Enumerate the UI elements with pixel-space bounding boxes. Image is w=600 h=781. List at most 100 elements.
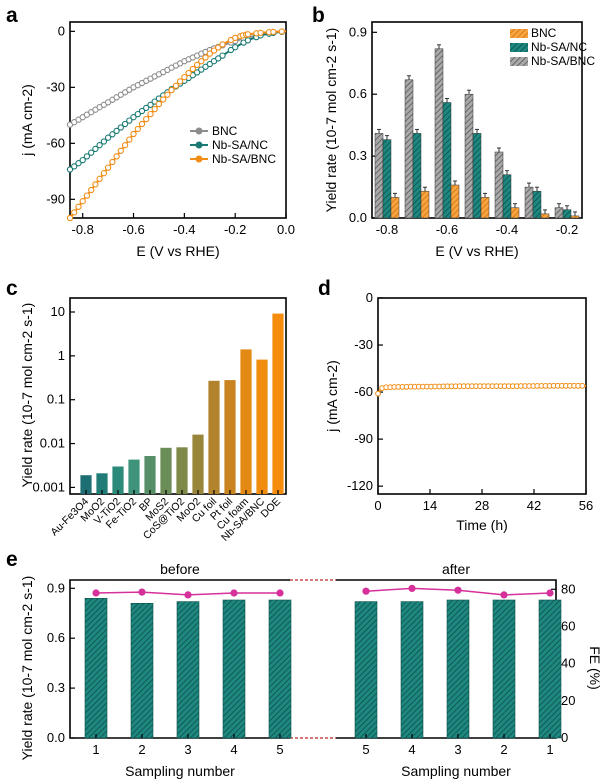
panel-e-fe-marker — [454, 586, 462, 594]
panel-a-series-marker — [206, 50, 213, 57]
panel-e-xlabel-before: Sampling number — [125, 763, 235, 779]
panel-b-bar — [404, 79, 414, 219]
panel-b-legend-swatch — [510, 43, 528, 52]
panel-a-series-marker — [147, 101, 154, 108]
panel-e-fe-marker — [408, 584, 416, 593]
panel-c-bar — [96, 473, 108, 494]
panel-b-bar — [494, 151, 504, 219]
panel-label-c: c — [6, 277, 18, 300]
panel-c-bar — [224, 380, 236, 494]
panel-b-bar — [540, 213, 550, 219]
panel-a-series-marker — [88, 186, 95, 194]
panel-a-series-marker — [113, 127, 120, 135]
panel-b-bar — [502, 174, 512, 219]
panel-a-series-marker — [96, 142, 103, 149]
panel-e-yield-bar — [354, 601, 378, 739]
panel-d-ylabel: j (mA cm-2) — [324, 360, 340, 433]
panel-e-y2tick-label: 80 — [561, 581, 575, 596]
panel-a-series-marker — [113, 153, 120, 160]
panel-a-lsv-chart: -0.8 -0.6 -0.4 -0.2 0.0 0 -30 -60 -90 BNCNb-SA/N… — [19, 21, 295, 259]
panel-label-e: e — [6, 548, 18, 571]
panel-c-ytick-label: 0.1 — [47, 392, 65, 407]
panel-a-series-marker — [219, 41, 226, 48]
panel-b-legend-entry: BNC — [531, 26, 557, 40]
panel-b-bar — [434, 48, 444, 219]
panel-a-series-marker — [270, 28, 277, 36]
panel-a-series-marker — [79, 198, 86, 205]
panel-d-xtick-label: 0 — [374, 498, 381, 513]
panel-c-bar — [240, 349, 252, 494]
panel-e-yield-bar — [446, 599, 470, 739]
panel-b-ytick-label: 0.9 — [349, 24, 367, 39]
panel-e-y2tick-label: 20 — [561, 693, 575, 708]
panel-a-series-marker — [66, 166, 74, 173]
panel-a-series-marker — [100, 138, 108, 145]
panel-a-series-marker — [257, 29, 264, 36]
panel-a-series-marker — [185, 69, 192, 77]
panel-d-xtick-label: 56 — [579, 498, 593, 513]
panel-a-ytick-label: -60 — [46, 135, 65, 150]
panel-e-fe-marker — [276, 589, 284, 597]
panel-b-bar — [554, 207, 564, 219]
panel-e-fe-marker — [362, 587, 370, 595]
panel-c-ytick-label: 1 — [58, 348, 65, 363]
panel-a-frame — [69, 21, 287, 219]
panel-c-ytick-label: 10 — [51, 304, 65, 319]
panel-a-series-marker — [71, 163, 78, 170]
panel-a-series-marker — [202, 54, 209, 61]
panel-e-xtick-label: 1 — [92, 742, 99, 757]
panel-a-legend-marker — [195, 127, 203, 135]
panel-c-ylabel: Yield rate (10-7 mol cm-2 s-1) — [19, 303, 35, 488]
panel-a-series-marker — [138, 107, 146, 115]
panel-c-ytick-label: 0.01 — [40, 436, 65, 451]
panel-a-series-line — [69, 30, 287, 219]
panel-a-series-marker — [83, 153, 91, 160]
panel-a-xtick-label: 0.0 — [277, 222, 295, 237]
panel-b-ytick-label: 0.6 — [349, 86, 367, 101]
panel-a-ytick-label: -30 — [46, 79, 65, 94]
panel-b-bar — [510, 207, 520, 219]
panel-a-series-marker — [109, 131, 116, 138]
panel-a-series-marker — [155, 100, 163, 108]
panel-a-series-marker — [210, 58, 218, 65]
panel-e-xtick-label: 3 — [184, 742, 191, 757]
panel-a-legend-marker — [195, 155, 203, 163]
panel-a-series-marker — [219, 52, 226, 59]
panel-e-y2tick-label: 0 — [561, 730, 568, 745]
panel-d-xlabel: Time (h) — [456, 517, 508, 533]
panel-a-series-marker — [88, 149, 95, 156]
panel-a-series-marker — [210, 47, 218, 54]
panel-a-series-marker — [126, 117, 133, 124]
panel-d-ytick-label: 0 — [366, 290, 373, 305]
panel-d-ytick-label: -120 — [347, 478, 373, 493]
panel-c-bar — [160, 447, 172, 494]
panel-a-series-marker — [215, 44, 222, 51]
panel-e-group-before-label: before — [160, 561, 200, 577]
panel-b-xtick-label: -0.6 — [436, 222, 458, 237]
panel-a-legend-entry: Nb-SA/NC — [212, 138, 268, 152]
panel-a-legend-marker — [195, 141, 203, 149]
panel-e-xtick-label: 4 — [408, 742, 415, 757]
panel-e-xtick-label: 1 — [546, 742, 553, 757]
panel-a-series-marker — [198, 66, 205, 73]
panel-c-ytick-label: 0.001 — [32, 479, 65, 494]
panel-label-a: a — [6, 4, 18, 27]
panel-a-series-marker — [198, 58, 205, 65]
panel-b-yield-bar-chart: -0.8 -0.6 -0.4 -0.2 0.0 0.3 0.6 0.9 BNCNb-SA/NC… — [323, 21, 595, 259]
panel-c-bar — [176, 447, 188, 494]
panel-b-bar — [382, 139, 392, 219]
panel-b-legend-swatch — [510, 29, 528, 38]
panel-a-series-marker — [143, 104, 150, 112]
panel-a-series-marker — [130, 130, 137, 138]
panel-a-series-marker — [244, 37, 252, 44]
panel-e-yield-bar — [400, 601, 424, 739]
panel-e-fe-marker — [138, 588, 146, 596]
panel-e-ytick-label: 0.0 — [47, 730, 65, 745]
panel-c-bar — [272, 313, 284, 494]
panel-e-yield-bar — [492, 599, 516, 739]
panel-e-fe-marker — [230, 589, 238, 597]
panel-e-fe-marker — [92, 589, 100, 597]
panel-a-series-marker — [117, 147, 124, 154]
panel-b-xtick-label: -0.8 — [376, 222, 398, 237]
